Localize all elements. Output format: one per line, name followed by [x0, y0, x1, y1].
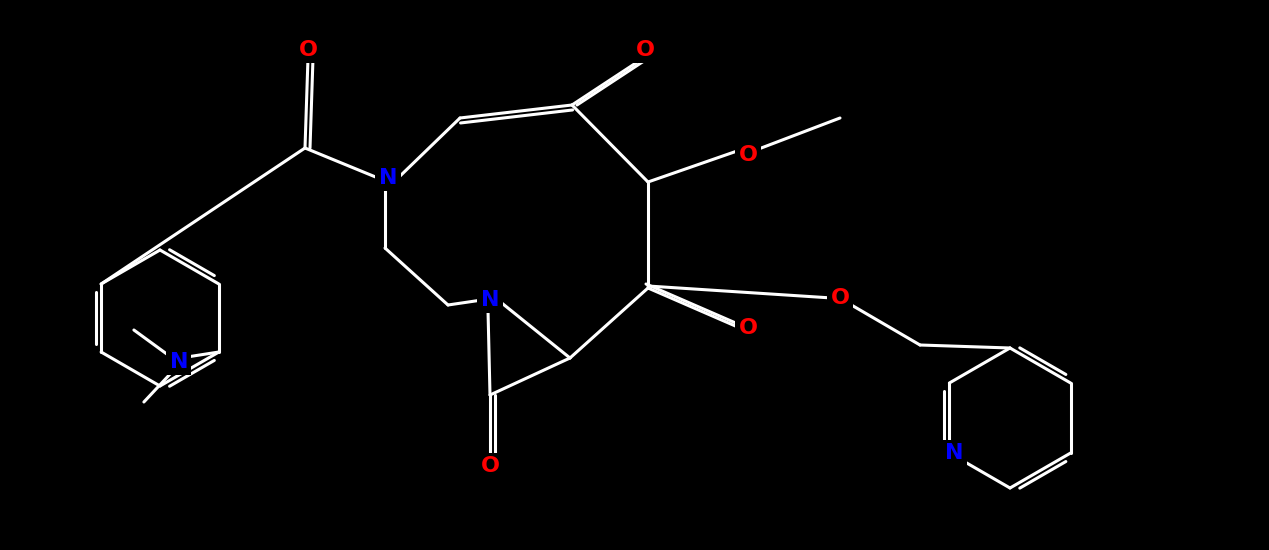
- Text: N: N: [945, 443, 963, 463]
- Text: O: O: [739, 318, 758, 338]
- Text: O: O: [298, 40, 317, 60]
- Text: N: N: [378, 168, 397, 188]
- Text: O: O: [636, 40, 655, 60]
- Text: O: O: [481, 456, 500, 476]
- Text: O: O: [739, 145, 758, 165]
- Text: O: O: [830, 288, 849, 308]
- Text: N: N: [481, 290, 499, 310]
- Text: N: N: [170, 352, 188, 372]
